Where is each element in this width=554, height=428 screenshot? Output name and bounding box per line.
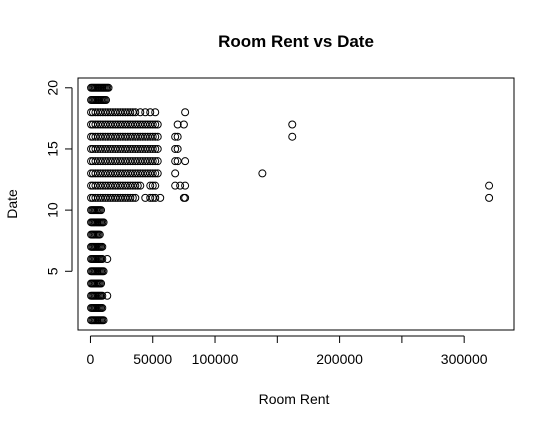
x-tick-label: 0 [87, 351, 95, 367]
y-axis-label: Date [4, 189, 20, 219]
chart-title: Room Rent vs Date [218, 32, 374, 51]
x-tick-label: 50000 [133, 351, 172, 367]
y-tick-label: 10 [45, 202, 61, 218]
y-tick-label: 15 [45, 141, 61, 157]
x-axis-label: Room Rent [259, 391, 330, 407]
y-tick-label: 20 [45, 80, 61, 96]
x-tick-label: 200000 [316, 351, 363, 367]
x-tick-label: 100000 [192, 351, 239, 367]
y-tick-label: 5 [45, 267, 61, 275]
x-tick-label: 300000 [441, 351, 488, 367]
